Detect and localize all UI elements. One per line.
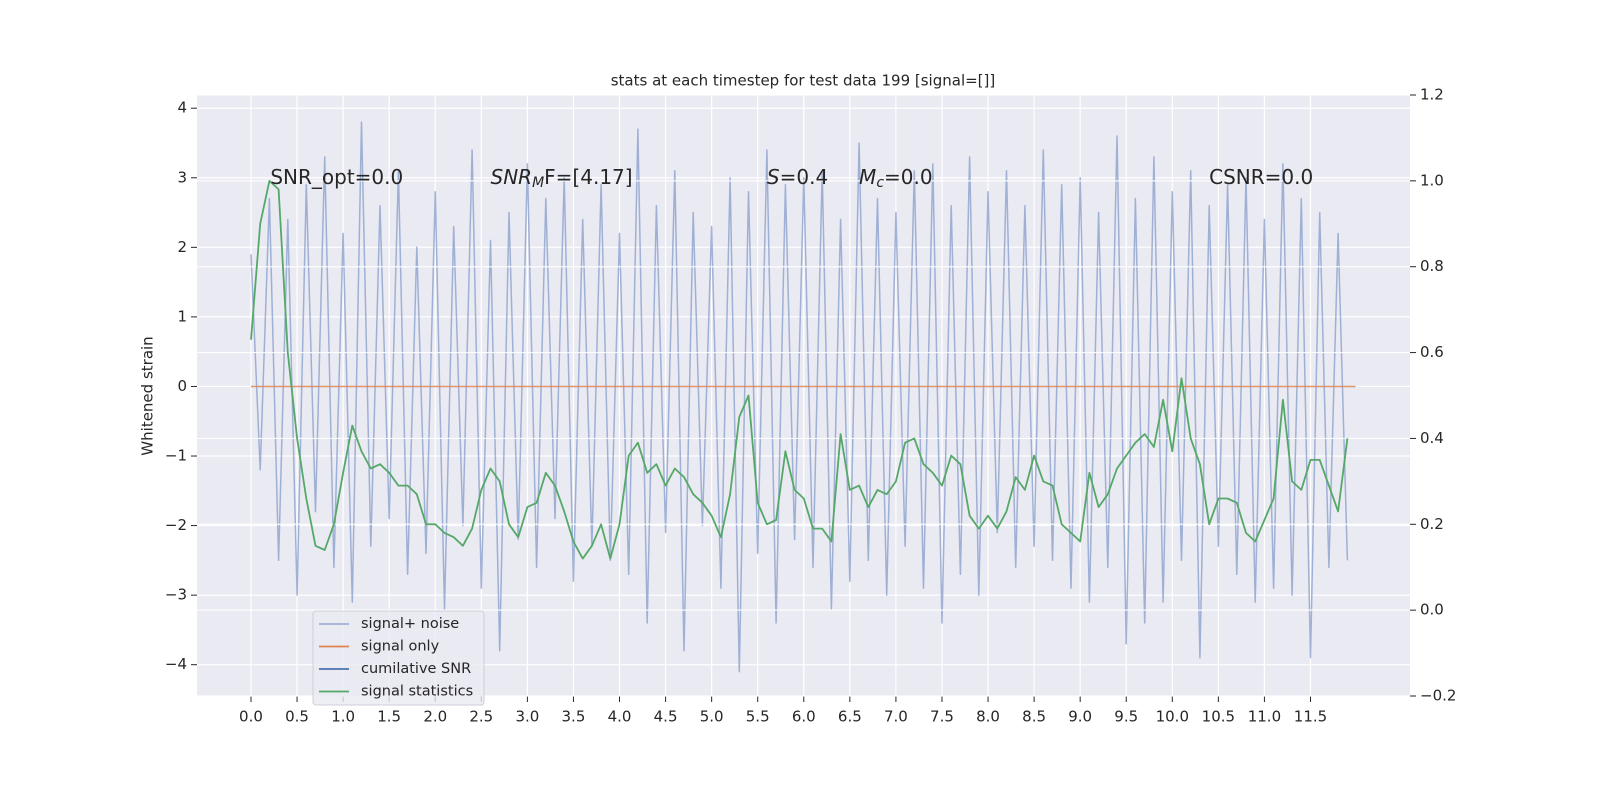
y-tick-label: 1 (177, 307, 187, 325)
y-axis-label: Whitened strain (139, 336, 157, 455)
x-tick-label: 8.0 (976, 708, 1000, 726)
y-tick-label: 2 (177, 238, 187, 256)
y2-tick-label: 0.0 (1420, 601, 1444, 619)
legend-label: cumilative SNR (361, 661, 471, 677)
annotation-part: M (859, 164, 876, 188)
series-line (250, 180, 1349, 560)
x-tick-label: 0.0 (239, 708, 263, 726)
y-tick-label: −2 (165, 516, 187, 534)
x-tick-label: 3.5 (562, 708, 586, 726)
annotation-part: F=[4.17] (544, 164, 632, 188)
x-tick-label: 6.5 (838, 708, 862, 726)
annotation-part: M (532, 175, 544, 191)
y-tick-label: 4 (177, 99, 187, 117)
chart-title: stats at each timestep for test data 199… (611, 72, 996, 90)
annotation-part: c (876, 175, 884, 191)
annotation: SNR_opt=0.0 (270, 164, 403, 188)
x-tick-label: 4.5 (654, 708, 678, 726)
annotation: Mc=0.0 (859, 164, 933, 191)
x-tick-label: 0.5 (285, 708, 309, 726)
y2-tick-label: 1.2 (1420, 86, 1444, 104)
y-tick-label: −4 (165, 655, 187, 673)
y-tick-label: −1 (165, 447, 187, 465)
x-tick-label: 10.0 (1156, 708, 1189, 726)
annotation-part: S (767, 164, 780, 188)
y2-tick-label: 0.6 (1420, 343, 1444, 361)
y2-tick-label: −0.2 (1420, 687, 1456, 705)
x-tick-label: 8.5 (1022, 708, 1046, 726)
y2-tick-label: 1.0 (1420, 171, 1444, 189)
x-tick-label: 2.0 (423, 708, 447, 726)
x-tick-label: 2.5 (469, 708, 493, 726)
x-tick-label: 1.5 (377, 708, 401, 726)
x-tick-label: 5.0 (700, 708, 724, 726)
x-tick-label: 7.0 (884, 708, 908, 726)
y-tick-label: 3 (177, 168, 187, 186)
x-tick-label: 5.5 (746, 708, 770, 726)
x-tick-label: 7.5 (930, 708, 954, 726)
legend-box (312, 610, 485, 706)
x-tick-label: 6.0 (792, 708, 816, 726)
legend-label: signal+ noise (361, 616, 459, 632)
y2-tick-label: 0.4 (1420, 429, 1444, 447)
annotation-part: =0.4 (780, 164, 829, 188)
y2-tick-label: 0.8 (1420, 257, 1444, 275)
series-line (250, 121, 1349, 673)
x-tick-label: 1.0 (331, 708, 355, 726)
y-tick-label: −3 (165, 586, 187, 604)
y-tick-label: 0 (177, 377, 187, 395)
grid (197, 95, 1410, 696)
annotation-part: SNR_opt=0.0 (270, 164, 403, 188)
annotation: SNRMF=[4.17] (491, 164, 633, 191)
annotation-part: CSNR=0.0 (1209, 164, 1313, 188)
annotation-part: SNR (491, 164, 533, 188)
annotation-part: =0.0 (884, 164, 933, 188)
annotation: CSNR=0.0 (1209, 164, 1313, 188)
x-tick-label: 10.5 (1202, 708, 1235, 726)
annotation: S=0.4 (767, 164, 828, 188)
y2-tick-label: 0.2 (1420, 515, 1444, 533)
x-tick-label: 9.0 (1068, 708, 1092, 726)
x-tick-label: 9.5 (1114, 708, 1138, 726)
legend-label: signal statistics (361, 684, 473, 700)
x-tick-label: 11.0 (1248, 708, 1281, 726)
x-tick-label: 11.5 (1294, 708, 1327, 726)
legend-label: signal only (361, 639, 440, 655)
x-tick-label: 4.0 (608, 708, 632, 726)
x-tick-label: 3.0 (515, 708, 539, 726)
